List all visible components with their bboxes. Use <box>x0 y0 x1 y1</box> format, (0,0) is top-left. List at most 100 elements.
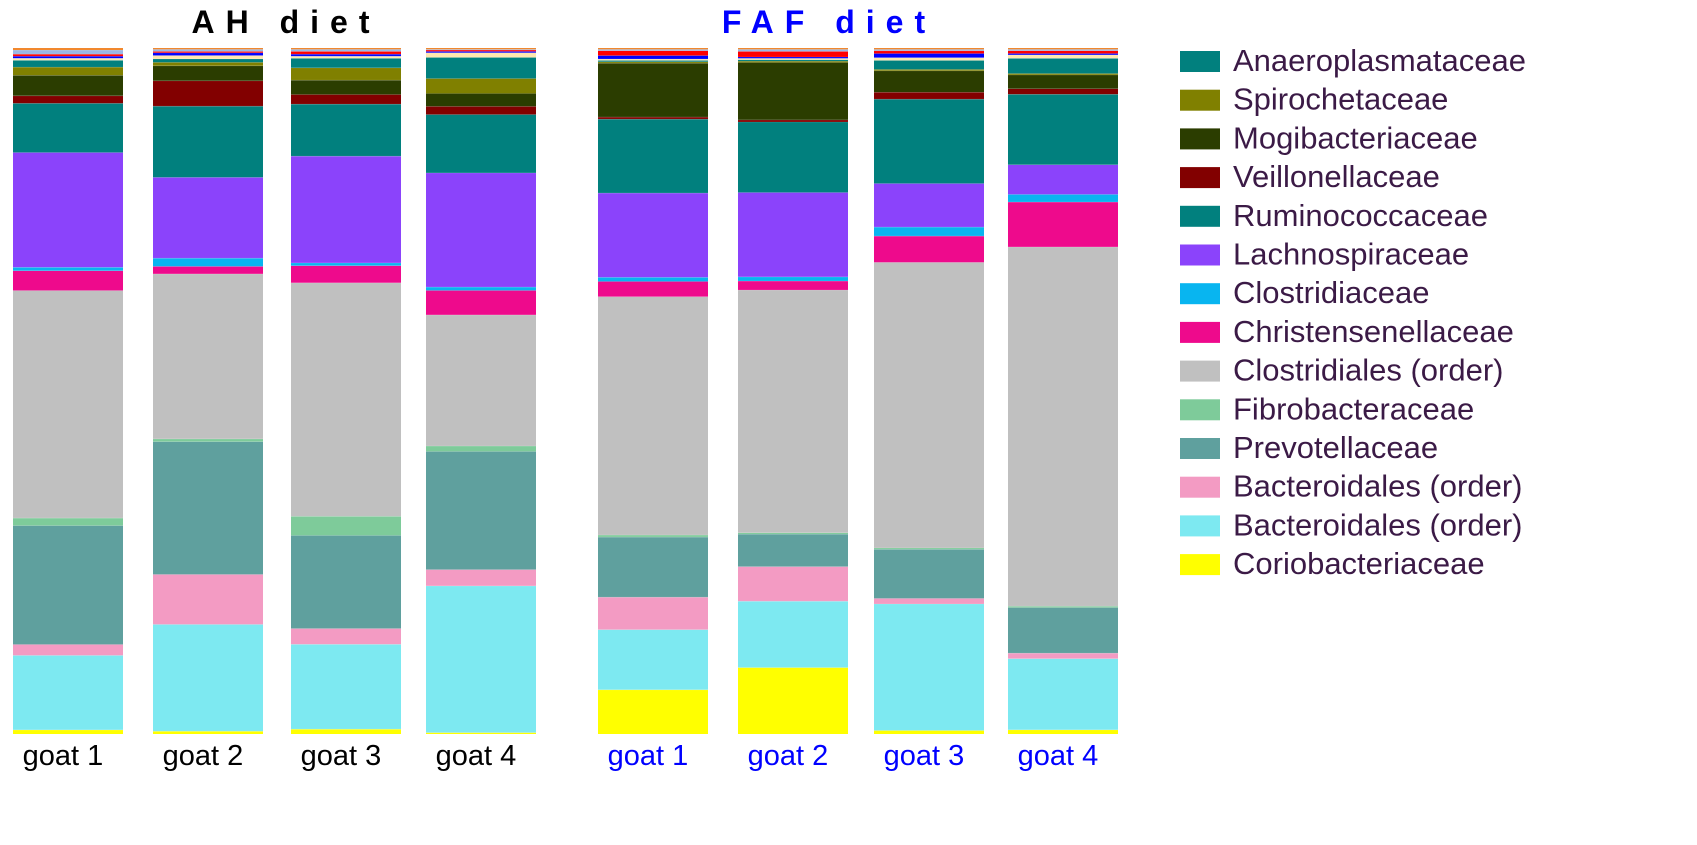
bar-segment-minor-taxon-16 <box>426 50 536 52</box>
bar-segment-minor-taxon-18 <box>426 48 536 50</box>
bar-segment-christensenellaceae <box>1008 202 1118 247</box>
group-title-2: FAF diet <box>722 4 936 40</box>
bar-segment-lachnospiraceae <box>291 156 401 263</box>
bar-segment-ruminococcaceae <box>738 121 848 193</box>
bar-segment-minor-taxon-17 <box>738 49 848 52</box>
bar-ah-diet-3 <box>291 47 401 734</box>
bar-segment-anaeroplasmataceae <box>598 60 708 62</box>
legend-swatch <box>1180 205 1220 227</box>
bar-segment-minor-taxon-16 <box>738 51 848 57</box>
bar-segment-veillonellaceae <box>1008 88 1118 95</box>
bar-segment-mogibacteriaceae <box>426 93 536 107</box>
bar-segment-fibrobacteraceae <box>426 446 536 452</box>
bar-segment-clostridiaceae <box>291 262 401 266</box>
bar-segment-clostridiales-order <box>738 290 848 533</box>
legend-item: Prevotellaceae <box>1180 430 1438 465</box>
bar-segment-coriobacteriaceae <box>738 667 848 734</box>
bar-segment-minor-taxon-14 <box>874 57 984 61</box>
bar-segment-minor-taxon-15 <box>598 55 708 60</box>
bar-segment-lachnospiraceae <box>426 172 536 288</box>
bar-segment-fibrobacteraceae <box>598 535 708 538</box>
bar-segment-coriobacteriaceae <box>153 731 263 734</box>
legend-label: Spirochetaceae <box>1233 82 1448 117</box>
legend-swatch <box>1180 321 1220 343</box>
bar-segment-minor-taxon-18 <box>291 48 401 50</box>
bar-segment-anaeroplasmataceae <box>874 60 984 70</box>
legend-item: Clostridiales (order) <box>1180 353 1503 388</box>
bar-segment-minor-taxon-15 <box>291 54 401 57</box>
bar-segment-minor-taxon-16 <box>13 54 123 57</box>
bar-segment-lachnospiraceae <box>153 177 263 259</box>
legend: Anaeroplasmataceae SpirochetaceaeMogibact… <box>1180 43 1526 581</box>
bar-segment-ruminococcaceae <box>291 104 401 157</box>
legend-label: Lachnospiraceae <box>1233 237 1469 272</box>
bar-segment-christensenellaceae <box>738 281 848 291</box>
bar-segment-veillonellaceae <box>13 95 123 104</box>
bar-ah-diet-1 <box>13 47 123 734</box>
bar-segment-veillonellaceae <box>738 119 848 122</box>
bar-segment-clostridiales-order <box>13 290 123 519</box>
legend-item: Lachnospiraceae <box>1180 237 1469 272</box>
bar-segment-minor-taxon-15 <box>13 56 123 59</box>
bar-segment-christensenellaceae <box>13 270 123 291</box>
bar-segment-bacteroidales-order <box>291 628 401 645</box>
bar-segment-minor-taxon-17 <box>1008 49 1118 51</box>
bar-segment-bacteroidales-order <box>874 603 984 731</box>
x-tick-label: goat 2 <box>163 740 244 772</box>
bar-segment-bacteroidales-order <box>598 629 708 690</box>
bar-segment-coriobacteriaceae <box>291 729 401 734</box>
bar-segment-ruminococcaceae <box>153 106 263 178</box>
legend-label: Bacteroidales (order) <box>1233 507 1522 542</box>
bar-segment-fibrobacteraceae <box>874 547 984 550</box>
bar-faf-diet-1 <box>598 47 708 734</box>
bar-segment-clostridiaceae <box>1008 194 1118 203</box>
bar-faf-diet-2 <box>738 47 848 734</box>
legend-swatch <box>1180 554 1220 576</box>
bar-segment-minor-taxon-18 <box>13 48 123 51</box>
legend-label: Anaeroplasmataceae <box>1233 43 1526 78</box>
bar-segment-minor-taxon-17 <box>13 50 123 55</box>
group-titles: AH diet FAF diet <box>192 4 936 40</box>
legend-swatch <box>1180 515 1220 537</box>
bar-faf-diet-3 <box>874 47 984 734</box>
bar-segment-ruminococcaceae <box>1008 94 1118 165</box>
bar-segment-fibrobacteraceae <box>1008 606 1118 608</box>
bar-segment-minor-taxon-14 <box>598 59 708 61</box>
legend-label: Mogibacteriaceae <box>1233 120 1478 155</box>
bars-layer <box>13 47 1118 734</box>
bar-segment-bacteroidales-order <box>874 598 984 604</box>
legend-label: Christensenellaceae <box>1233 314 1514 349</box>
bar-segment-clostridiaceae <box>738 276 848 282</box>
bar-segment-mogibacteriaceae <box>291 80 401 95</box>
bar-segment-bacteroidales-order <box>426 569 536 586</box>
bar-segment-clostridiaceae <box>598 277 708 282</box>
bar-segment-ruminococcaceae <box>598 119 708 194</box>
bar-segment-anaeroplasmataceae <box>153 58 263 63</box>
bar-segment-spirochetaceae <box>874 69 984 71</box>
bar-segment-christensenellaceae <box>426 290 536 315</box>
bar-segment-minor-taxon-17 <box>598 49 708 51</box>
legend-swatch <box>1180 399 1220 421</box>
bar-segment-bacteroidales-order <box>153 574 263 625</box>
legend-item: Veillonellaceae <box>1180 159 1440 194</box>
bar-segment-bacteroidales-order <box>13 655 123 730</box>
bar-segment-minor-taxon-15 <box>1008 53 1118 55</box>
x-tick-label: goat 3 <box>884 740 965 772</box>
bar-segment-minor-taxon-17 <box>153 49 263 52</box>
bar-segment-prevotellaceae <box>13 525 123 645</box>
bar-ah-diet-2 <box>153 47 263 734</box>
legend-item: Anaeroplasmataceae <box>1180 43 1526 78</box>
legend-swatch <box>1180 360 1220 382</box>
bar-segment-coriobacteriaceae <box>13 729 123 734</box>
bar-segment-minor-taxon-14 <box>426 52 536 58</box>
bar-segment-minor-taxon-17 <box>426 49 536 51</box>
bar-segment-clostridiales-order <box>153 273 263 439</box>
bar-segment-clostridiales-order <box>291 282 401 517</box>
bar-segment-coriobacteriaceae <box>874 730 984 734</box>
legend-label: Fibrobacteraceae <box>1233 391 1474 426</box>
legend-label: Bacteroidales (order) <box>1233 469 1522 504</box>
bar-segment-spirochetaceae <box>598 61 708 64</box>
bar-segment-fibrobacteraceae <box>738 532 848 535</box>
bar-segment-clostridiales-order <box>426 314 536 447</box>
bar-segment-veillonellaceae <box>874 92 984 100</box>
